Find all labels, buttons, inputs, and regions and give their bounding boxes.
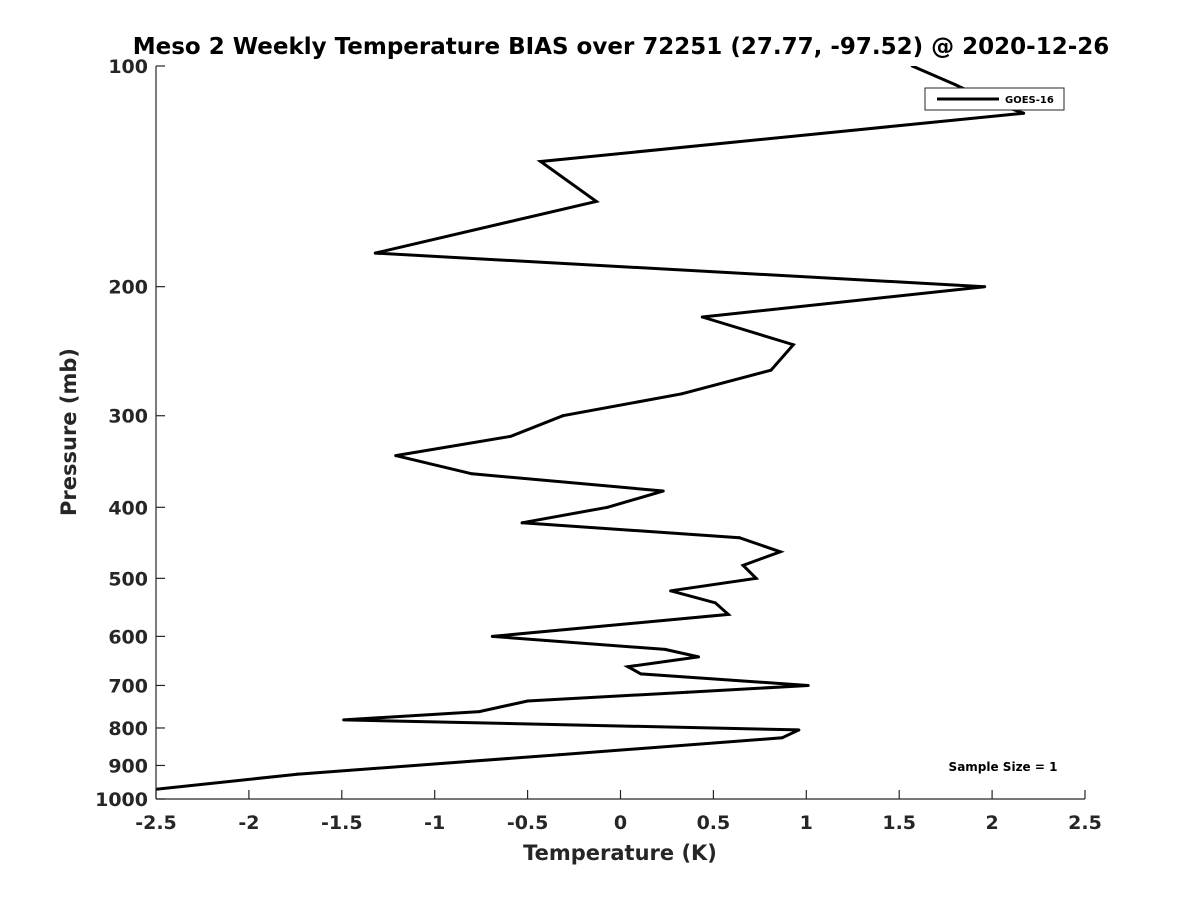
x-tick-label: -1 bbox=[424, 812, 445, 834]
series-point bbox=[953, 83, 957, 87]
series-point bbox=[791, 343, 795, 347]
sample-size-annotation: Sample Size = 1 bbox=[949, 760, 1058, 774]
series-point bbox=[490, 634, 494, 638]
series-point bbox=[713, 601, 717, 605]
series-point bbox=[1022, 111, 1026, 115]
series-point bbox=[700, 315, 704, 319]
x-tick-label: -2 bbox=[238, 812, 259, 834]
y-ticks: 100 200 300 400 500 600 700 800 900 1000 bbox=[95, 56, 165, 811]
y-tick-label: 1000 bbox=[95, 789, 148, 811]
chart-title: Meso 2 Weekly Temperature BIAS over 7225… bbox=[133, 34, 1110, 60]
plot-area bbox=[156, 66, 1026, 791]
series-point bbox=[754, 576, 758, 580]
legend: GOES-16 bbox=[924, 87, 1065, 111]
y-tick-label: 100 bbox=[108, 56, 148, 78]
series-point bbox=[394, 454, 398, 458]
series-point bbox=[520, 521, 524, 525]
y-tick-label: 500 bbox=[108, 568, 148, 590]
series-point bbox=[741, 563, 745, 567]
x-tick-label: 0.5 bbox=[697, 812, 731, 834]
y-tick-label: 400 bbox=[108, 497, 148, 519]
x-tick-label: 2.5 bbox=[1068, 812, 1102, 834]
series-point bbox=[983, 285, 987, 289]
series-point bbox=[639, 672, 643, 676]
y-axis-label: Pressure (mb) bbox=[57, 348, 81, 516]
series-point bbox=[557, 753, 561, 757]
x-tick-label: -1.5 bbox=[321, 812, 363, 834]
series-point bbox=[697, 655, 701, 659]
series-point bbox=[342, 718, 346, 722]
series-point bbox=[561, 414, 565, 418]
legend-entry-goes16: GOES-16 bbox=[1005, 95, 1054, 106]
series-point bbox=[680, 392, 684, 396]
series-point bbox=[605, 505, 609, 509]
series-point bbox=[780, 736, 784, 740]
x-tick-label: -2.5 bbox=[135, 812, 177, 834]
series-point bbox=[526, 699, 530, 703]
x-tick-label: -0.5 bbox=[507, 812, 549, 834]
series-point bbox=[663, 647, 667, 651]
y-tick-label: 900 bbox=[108, 755, 148, 777]
axes bbox=[155, 66, 1085, 800]
series-point bbox=[769, 368, 773, 372]
series-point bbox=[797, 728, 801, 732]
series-point bbox=[626, 665, 630, 669]
x-ticks: -2.5 -2 -1.5 -1 -0.5 0 0.5 1 1.5 2 2.5 bbox=[135, 790, 1102, 834]
goes16-series-line bbox=[156, 66, 1025, 791]
y-tick-label: 800 bbox=[108, 718, 148, 740]
series-point bbox=[295, 772, 299, 776]
y-tick-label: 600 bbox=[108, 626, 148, 648]
series-point bbox=[726, 612, 730, 616]
series-point bbox=[685, 690, 689, 694]
series-point bbox=[661, 489, 665, 493]
series-point bbox=[539, 160, 543, 164]
series-point bbox=[373, 251, 377, 255]
series-points bbox=[156, 66, 1026, 791]
y-tick-label: 200 bbox=[108, 277, 148, 299]
x-axis-label: Temperature (K) bbox=[523, 841, 717, 865]
series-point bbox=[477, 710, 481, 714]
x-tick-label: 1 bbox=[800, 812, 813, 834]
x-tick-label: 2 bbox=[985, 812, 998, 834]
series-point bbox=[910, 66, 914, 68]
y-tick-label: 300 bbox=[108, 406, 148, 428]
series-point bbox=[737, 536, 741, 540]
series-point bbox=[470, 472, 474, 476]
series-point bbox=[778, 550, 782, 554]
y-tick-label: 700 bbox=[108, 675, 148, 697]
x-tick-label: 0 bbox=[614, 812, 627, 834]
series-point bbox=[509, 434, 513, 438]
x-tick-label: 1.5 bbox=[882, 812, 916, 834]
series-point bbox=[669, 589, 673, 593]
series-point bbox=[806, 683, 810, 687]
series-point bbox=[594, 199, 598, 203]
